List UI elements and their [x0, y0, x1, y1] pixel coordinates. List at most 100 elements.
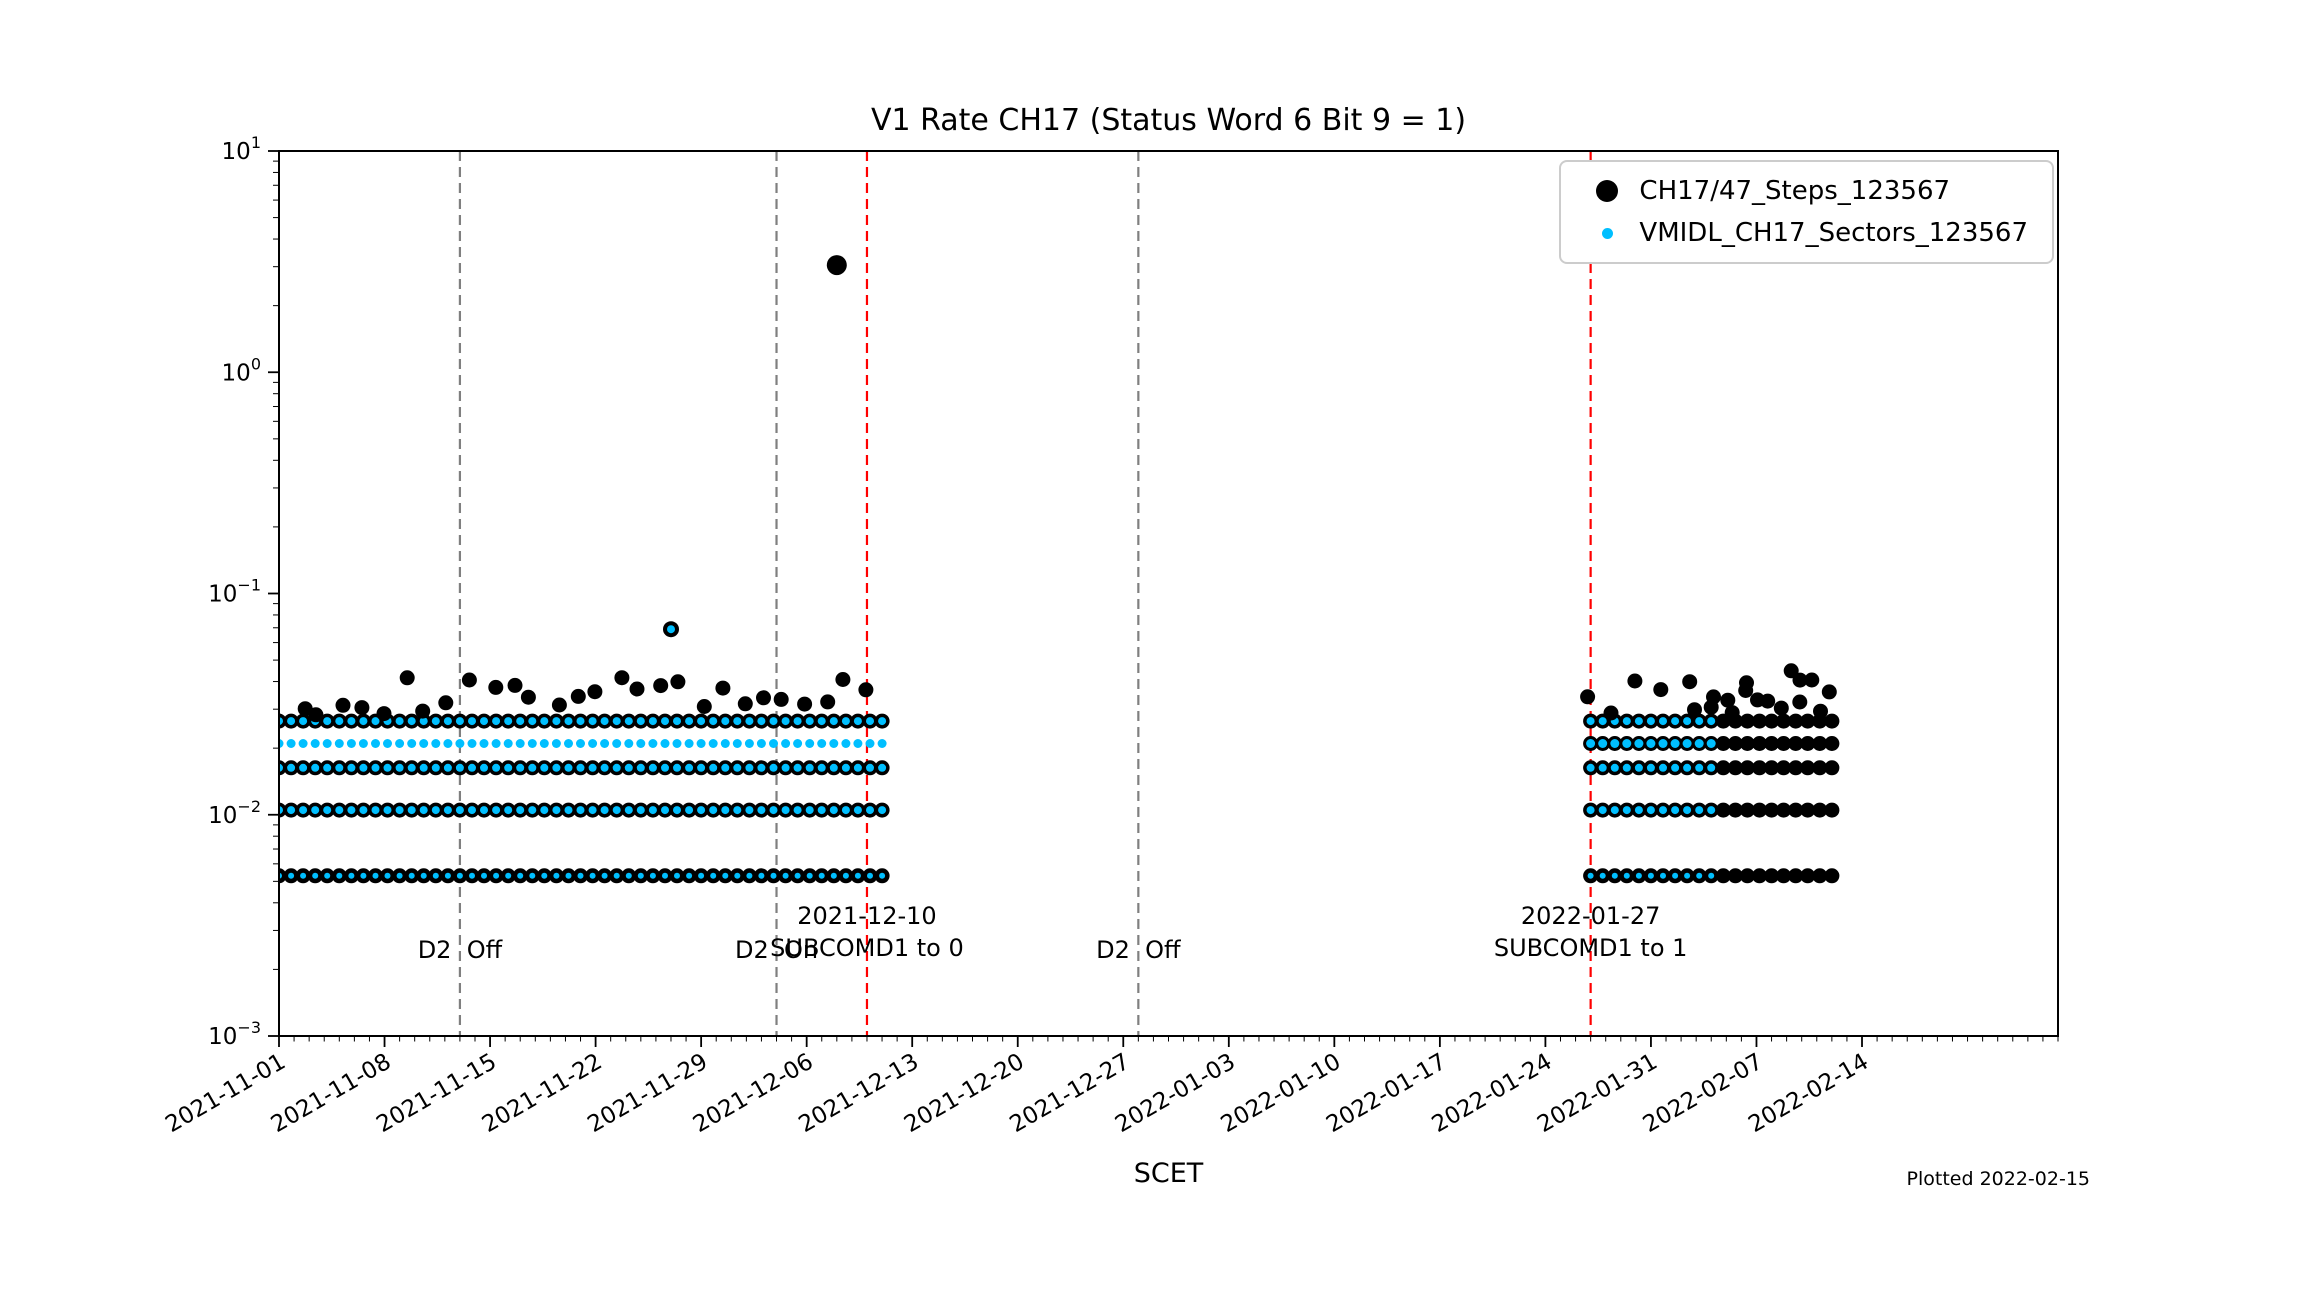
- event-label: D2 Off: [417, 936, 503, 964]
- data-point: [1622, 717, 1631, 726]
- data-point: [1610, 739, 1620, 748]
- data-point: [826, 255, 847, 276]
- data-point: [438, 695, 454, 711]
- data-point: [492, 717, 501, 726]
- data-point: [359, 763, 368, 772]
- x-tick-label: 2022-02-14: [1744, 1049, 1873, 1138]
- data-point: [1586, 717, 1595, 726]
- data-point: [308, 707, 324, 723]
- data-point: [745, 717, 754, 726]
- data-point: [480, 763, 488, 772]
- data-point: [516, 717, 525, 726]
- y-tick-label: 101: [222, 133, 261, 165]
- data-point: [371, 739, 380, 748]
- event-label: D2 On: [734, 936, 819, 964]
- data-point: [769, 739, 778, 748]
- data-point: [721, 806, 730, 815]
- data-point: [287, 763, 296, 772]
- data-point: [866, 763, 874, 772]
- data-point: [359, 806, 368, 815]
- data-point: [636, 717, 645, 726]
- x-tick-label: 2022-01-17: [1322, 1049, 1451, 1138]
- data-point: [347, 717, 356, 726]
- data-point: [1683, 717, 1692, 726]
- data-point: [794, 872, 801, 879]
- data-point: [782, 872, 789, 879]
- data-point: [371, 806, 380, 815]
- data-point: [600, 763, 609, 772]
- data-point: [829, 763, 838, 772]
- data-point: [1611, 872, 1618, 879]
- data-point: [877, 739, 887, 748]
- data-point: [1696, 872, 1703, 879]
- data-point: [685, 806, 694, 815]
- data-point: [1773, 700, 1789, 716]
- data-point: [431, 717, 440, 726]
- data-point: [773, 691, 789, 707]
- data-point: [733, 717, 742, 726]
- data-point: [1720, 692, 1736, 708]
- data-point: [1634, 739, 1644, 748]
- data-point: [432, 872, 439, 879]
- data-point: [1580, 689, 1596, 705]
- data-point: [443, 763, 452, 772]
- axes-box: [278, 150, 2059, 1037]
- data-point: [505, 872, 512, 879]
- data-point: [1752, 736, 1767, 751]
- data-point: [1800, 713, 1816, 729]
- data-point: [769, 763, 778, 772]
- data-point: [1783, 663, 1799, 679]
- data-point: [407, 739, 417, 748]
- data-point: [853, 739, 863, 748]
- data-point: [480, 717, 488, 726]
- data-point: [1788, 760, 1804, 776]
- data-point: [1587, 872, 1594, 879]
- data-point: [540, 806, 549, 815]
- data-point: [479, 739, 489, 748]
- data-point: [455, 717, 464, 726]
- data-point: [335, 697, 351, 713]
- data-point: [1800, 736, 1816, 751]
- data-point: [415, 703, 431, 719]
- data-point: [1760, 693, 1776, 709]
- data-point: [853, 717, 862, 726]
- data-point: [551, 739, 561, 748]
- data-point: [878, 717, 887, 726]
- x-tick-label: 2021-11-29: [583, 1049, 712, 1138]
- data-point: [468, 717, 476, 726]
- data-point: [1739, 713, 1755, 729]
- data-point: [829, 739, 839, 748]
- data-point: [660, 739, 670, 748]
- data-point: [667, 625, 675, 634]
- data-point: [781, 717, 790, 726]
- data-point: [649, 872, 656, 879]
- data-point: [541, 872, 548, 879]
- data-point: [408, 872, 415, 879]
- data-point: [769, 806, 778, 815]
- x-tick-label: 2022-01-31: [1533, 1049, 1662, 1138]
- data-point: [456, 872, 463, 879]
- data-point: [395, 763, 404, 772]
- data-point: [636, 739, 646, 748]
- data-point: [708, 739, 718, 748]
- data-point: [311, 763, 320, 772]
- legend-marker-steps: [1575, 180, 1639, 202]
- data-point: [817, 806, 826, 815]
- data-point: [841, 763, 850, 772]
- data-point: [769, 717, 778, 726]
- data-point: [587, 684, 603, 700]
- data-point: [817, 717, 826, 726]
- data-point: [1800, 802, 1816, 818]
- data-point: [1706, 689, 1721, 705]
- data-point: [600, 739, 610, 748]
- data-point: [757, 717, 766, 726]
- y-tick-label: 10−2: [208, 797, 261, 829]
- data-point: [756, 690, 771, 706]
- plotted-note: Plotted 2022-02-15: [1906, 1168, 2090, 1190]
- data-point: [528, 717, 537, 726]
- data-point: [715, 680, 731, 696]
- data-point: [744, 739, 754, 748]
- data-point: [488, 679, 504, 695]
- data-point: [469, 872, 475, 879]
